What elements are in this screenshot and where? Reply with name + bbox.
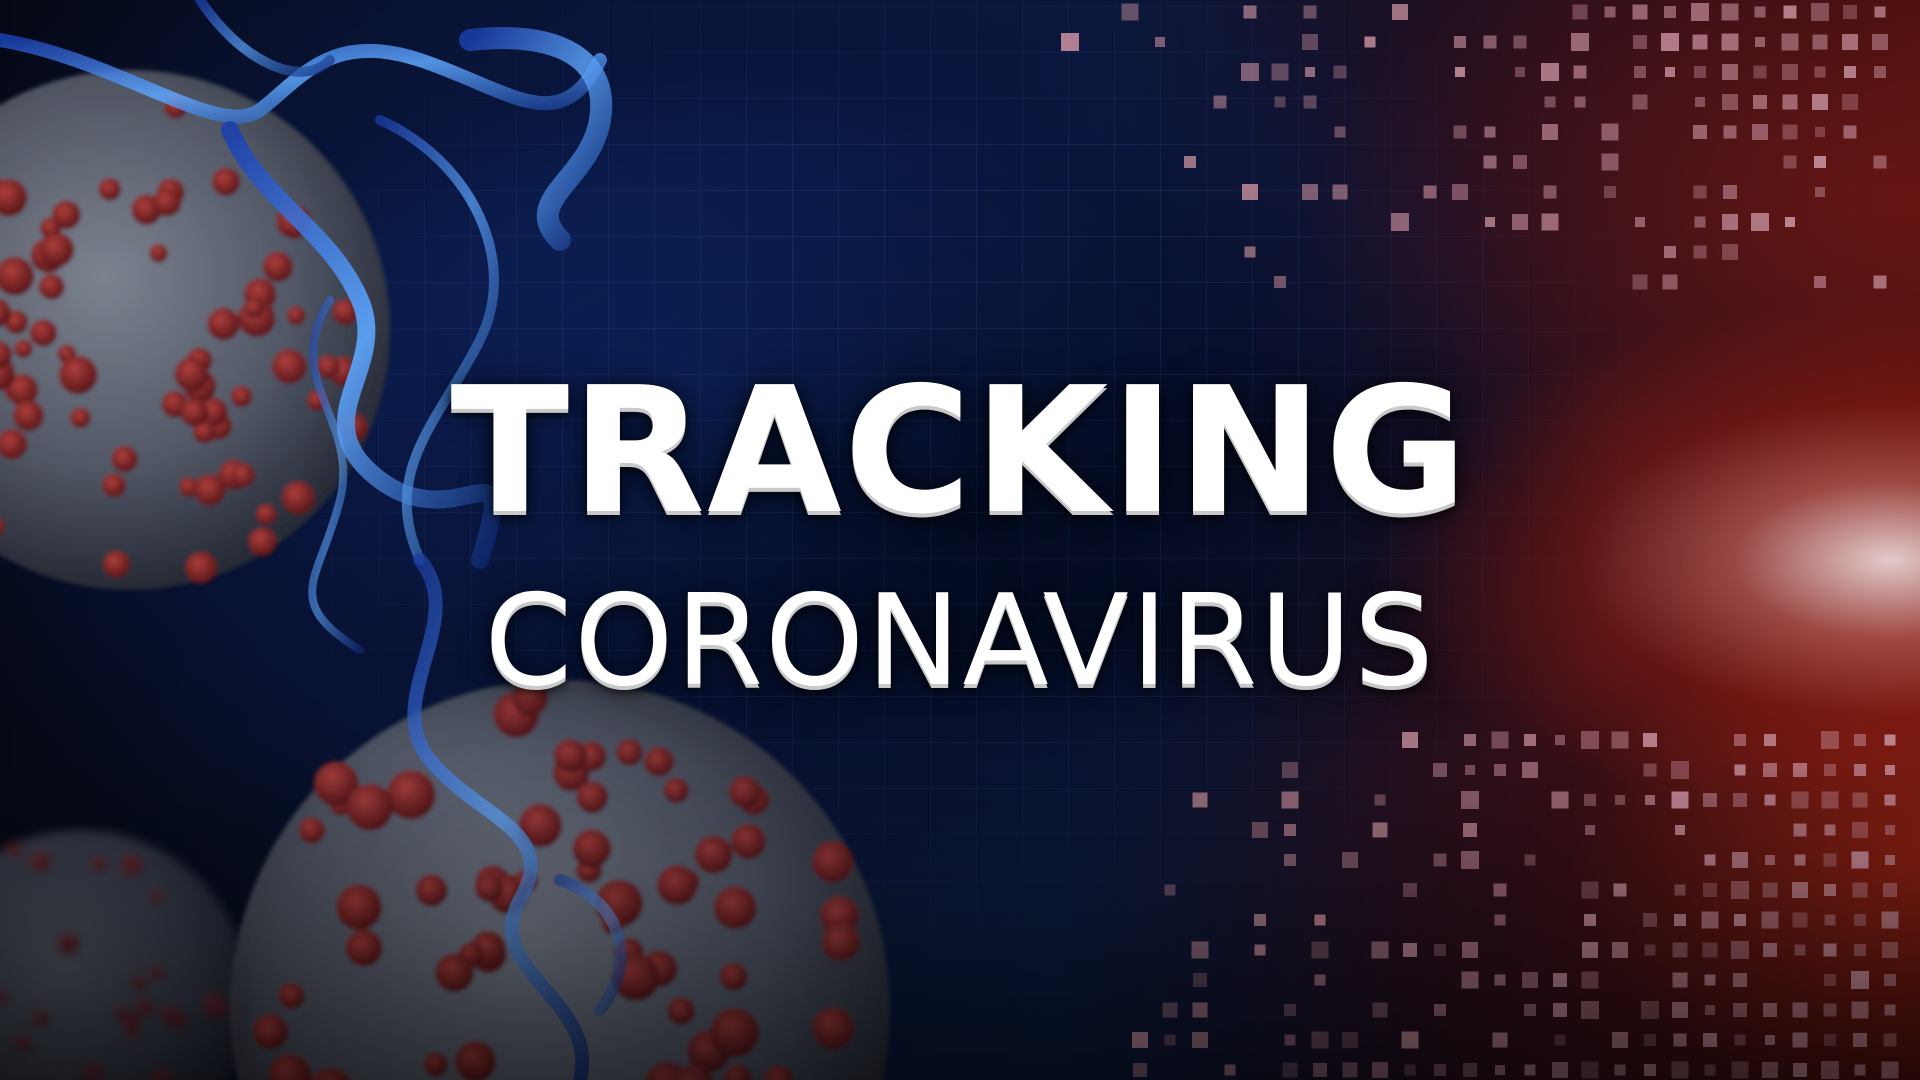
pixel-grid-pattern xyxy=(1132,731,1899,1079)
pixel-grid-pattern xyxy=(1061,3,1888,290)
headline-coronavirus: CORONAVIRUS xyxy=(484,567,1436,714)
virus-particle-icon xyxy=(0,830,250,1080)
headline-tracking: TRACKING xyxy=(450,350,1470,553)
